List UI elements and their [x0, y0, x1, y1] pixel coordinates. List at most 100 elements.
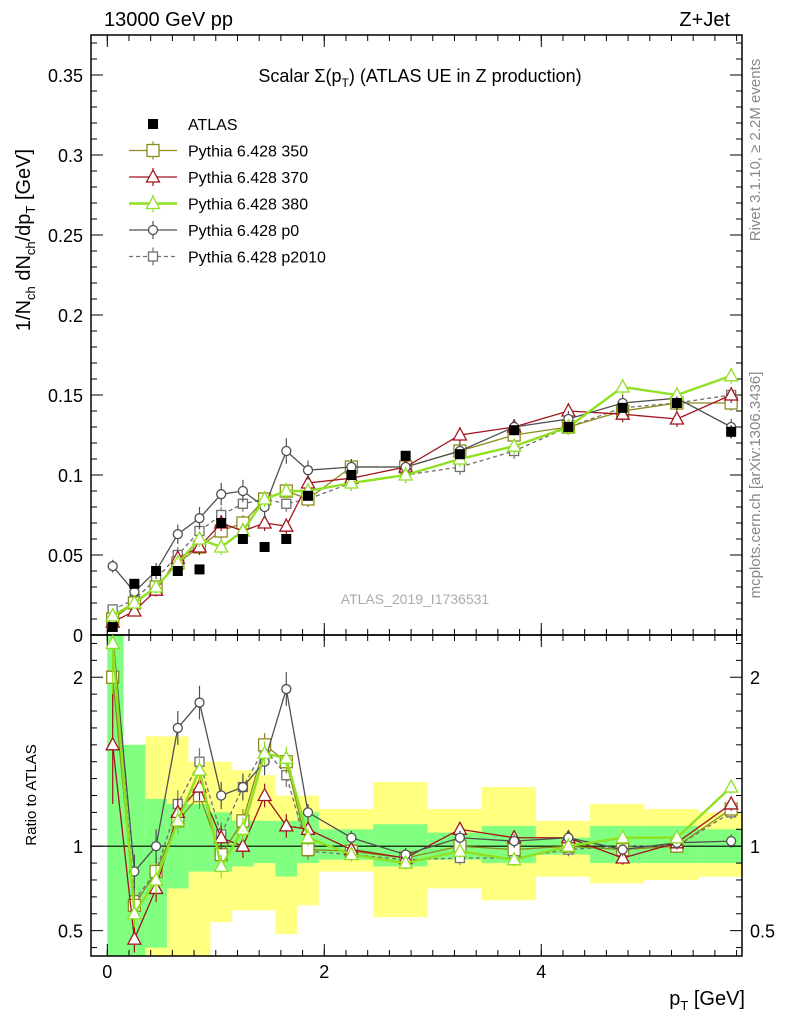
- ratio-point-pythia-6-428-370: [257, 787, 273, 802]
- upper-point-atlas: [216, 518, 227, 528]
- upper-point-atlas: [281, 534, 292, 544]
- ratio-point-pythia-6-428-p0: [726, 835, 737, 847]
- x-tick-label: 0: [102, 962, 112, 982]
- upper-point-pythia-6-428-p0: [281, 445, 292, 457]
- upper-point-pythia-6-428-380: [105, 607, 121, 622]
- ratio-point-pythia-6-428-370: [278, 817, 294, 832]
- upper-point-pythia-6-428-380: [343, 474, 359, 489]
- upper-point-atlas: [617, 402, 628, 413]
- upper-point-atlas: [726, 426, 737, 437]
- rivet-label: Rivet 3.1.10, ≥ 2.2M events: [747, 59, 764, 242]
- upper-point-atlas: [259, 542, 270, 552]
- upper-y-tick-label: 0.2: [58, 306, 83, 326]
- ratio-point-pythia-6-428-380: [126, 905, 142, 920]
- band-green-bin: [253, 820, 276, 864]
- upper-point-pythia-6-428-p0: [107, 561, 118, 572]
- upper-point-pythia-6-428-380: [213, 538, 229, 553]
- x-tick-label: 4: [536, 962, 546, 982]
- upper-point-pythia-6-428-380: [723, 367, 739, 382]
- upper-point-pythia-6-428-370: [278, 517, 294, 532]
- ratio-point-pythia-6-428-p0: [194, 697, 205, 708]
- upper-point-pythia-6-428-380: [257, 490, 273, 505]
- upper-y-tick-label: 0.05: [48, 546, 83, 566]
- lower-y-tick-label-right: 1: [750, 837, 760, 857]
- band-green-bin: [275, 820, 298, 877]
- ratio-point-pythia-6-428-380: [506, 851, 522, 866]
- legend-marker-pythia-6-428-p0: [147, 224, 159, 236]
- ratio-point-pythia-6-428-380: [170, 812, 186, 827]
- ratio-point-pythia-6-428-380: [257, 744, 273, 759]
- ratio-point-pythia-6-428-p0: [281, 683, 292, 695]
- upper-point-atlas: [107, 622, 118, 632]
- upper-y-tick-label: 0.35: [48, 66, 83, 86]
- lower-y-tick-label: 0.5: [58, 922, 83, 942]
- upper-point-pythia-6-428-p0: [194, 513, 205, 524]
- ratio-point-pythia-6-428-380: [615, 829, 631, 844]
- legend-marker-pythia-6-428-p2010: [147, 251, 159, 262]
- mcplots-label: mcplots.cern.ch [arXiv:1306.3436]: [747, 372, 764, 599]
- ratio-point-pythia-6-428-p0: [237, 781, 249, 793]
- upper-point-atlas: [194, 564, 205, 575]
- upper-point-atlas: [151, 566, 162, 576]
- ratio-point-pythia-6-428-p0: [509, 835, 520, 847]
- upper-y-axis-label: 1/Nch dNch/dpT [GeV]: [13, 149, 38, 331]
- upper-point-atlas: [509, 425, 520, 436]
- band-green-bin: [188, 803, 211, 872]
- upper-y-tick-label: 0.15: [48, 386, 83, 406]
- ratio-point-pythia-6-428-380: [278, 749, 294, 764]
- upper-point-pythia-6-428-370: [723, 386, 739, 401]
- ratio-point-pythia-6-428-380: [191, 761, 208, 776]
- upper-line-pythia-6-428-370: [112, 394, 732, 623]
- upper-point-pythia-6-428-370: [615, 405, 631, 420]
- ratio-point-pythia-6-428-370: [126, 930, 142, 945]
- upper-point-pythia-6-428-380: [506, 437, 522, 452]
- upper-point-atlas: [172, 566, 183, 576]
- upper-point-pythia-6-428-p2010: [281, 498, 292, 509]
- upper-point-pythia-6-428-380: [126, 594, 142, 609]
- legend-label-pythia-6-428-380: Pythia 6.428 380: [188, 197, 308, 214]
- x-tick-label: 2: [319, 962, 329, 982]
- ratio-point-pythia-6-428-380: [723, 778, 739, 793]
- legend-marker-atlas: [148, 119, 158, 129]
- upper-point-pythia-6-428-370: [452, 426, 468, 441]
- ratio-point-pythia-6-428-370: [213, 829, 229, 844]
- ratio-point-pythia-6-428-380: [148, 871, 164, 886]
- lower-y-tick-label: 2: [73, 668, 83, 688]
- lower-y-tick-label-right: 0.5: [750, 922, 775, 942]
- ratio-point-pythia-6-428-370: [615, 849, 631, 864]
- upper-point-atlas: [563, 422, 574, 432]
- header-right: Z+Jet: [679, 9, 730, 31]
- ratio-point-pythia-6-428-380: [300, 829, 316, 844]
- axes-frames: 0 0.05 0.1 0.15 0.2 0.25 0.3 0.35 0.5 0.5 1 1 2 2 0 2 4: [48, 34, 775, 982]
- upper-point-pythia-6-428-370: [126, 602, 142, 617]
- ratio-point-pythia-6-428-p0: [346, 832, 357, 843]
- ratio-point-pythia-6-428-380: [213, 858, 229, 873]
- upper-point-atlas: [129, 578, 140, 589]
- legend: ATLAS Pythia 6.428 350 Pythia 6.428 370 Pyt…: [129, 117, 326, 267]
- upper-point-pythia-6-428-p0: [172, 529, 183, 540]
- ratio-point-pythia-6-428-p0: [617, 844, 628, 855]
- ratio-point-pythia-6-428-380: [235, 820, 251, 835]
- upper-point-atlas: [237, 534, 248, 544]
- upper-point-pythia-6-428-p0: [237, 485, 249, 497]
- upper-point-pythia-6-428-p0: [216, 489, 227, 500]
- ratio-point-pythia-6-428-370: [235, 837, 251, 852]
- main-title: Scalar Σ(pT) (ATLAS UE in Z production): [258, 66, 581, 90]
- ratio-point-pythia-6-428-p0: [172, 722, 183, 734]
- lower-y-axis-label: Ratio to ATLAS: [23, 744, 40, 845]
- legend-label-pythia-6-428-p0: Pythia 6.428 p0: [188, 223, 299, 240]
- header-left: 13000 GeV pp: [104, 9, 233, 31]
- upper-y-tick-label: 0.25: [48, 226, 83, 246]
- ratio-point-pythia-6-428-p0: [150, 841, 162, 852]
- ratio-point-pythia-6-428-p0: [302, 807, 314, 818]
- upper-point-pythia-6-428-380: [148, 578, 164, 593]
- ratio-point-pythia-6-428-380: [398, 854, 414, 869]
- upper-y-tick-label: 0.1: [58, 466, 83, 486]
- ratio-point-pythia-6-428-380: [452, 842, 468, 857]
- upper-point-pythia-6-428-380: [191, 530, 208, 545]
- legend-label-atlas: ATLAS: [188, 117, 238, 134]
- upper-point-atlas: [454, 449, 465, 460]
- upper-point-atlas: [346, 470, 357, 480]
- series-layer: [105, 367, 739, 953]
